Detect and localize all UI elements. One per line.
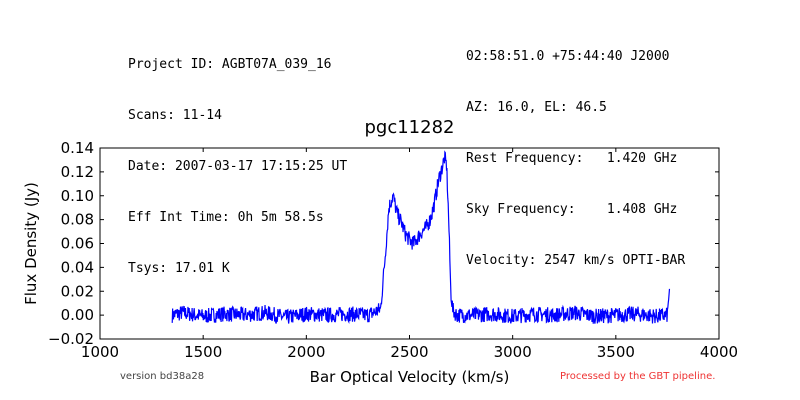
x-tick-label: 1000 [81,343,119,361]
sky-frequency-text: Sky Frequency: 1.408 GHz [466,202,678,217]
int-time-text: Eff Int Time: 0h 5m 58.5s [128,210,324,225]
processed-label: Processed by the GBT pipeline. [560,371,716,382]
x-tick-label: 3000 [494,343,532,361]
az-el-text: AZ: 16.0, EL: 46.5 [466,100,607,115]
y-axis-label: Flux Density (Jy) [22,182,40,305]
y-tick-label: 0.08 [61,211,94,229]
y-tick-label: 0.12 [61,163,94,181]
x-tick-label: 4000 [700,343,738,361]
chart-title: pgc11282 [364,117,454,138]
spectrum-line [171,150,671,325]
project-id-text: Project ID: AGBT07A_039_16 [128,57,332,72]
date-text: Date: 2007-03-17 17:15:25 UT [128,159,348,174]
y-tick-label: 0.14 [61,139,94,157]
coordinates-text: 02:58:51.0 +75:44:40 J2000 [466,49,670,64]
y-tick-label: −0.02 [48,330,94,348]
x-tick-label: 2500 [390,343,428,361]
x-axis-label: Bar Optical Velocity (km/s) [310,368,510,386]
rest-frequency-text: Rest Frequency: 1.420 GHz [466,151,678,166]
scans-text: Scans: 11-14 [128,108,222,123]
x-tick-label: 1500 [184,343,222,361]
header-right-block: 02:58:51.0 +75:44:40 J2000 AZ: 16.0, EL:… [466,14,685,286]
version-label: version bd38a28 [120,371,205,382]
y-tick-label: 0.10 [61,187,94,205]
y-tick-label: 0.04 [61,258,94,276]
tsys-text: Tsys: 17.01 K [128,261,230,276]
x-tick-label: 2000 [287,343,325,361]
x-tick-label: 3500 [597,343,635,361]
y-tick-label: 0.00 [61,306,94,324]
header-left-block: Project ID: AGBT07A_039_16 Scans: 11-14 … [128,22,347,294]
y-tick-label: 0.06 [61,235,94,253]
velocity-text: Velocity: 2547 km/s OPTI-BAR [466,253,686,268]
y-tick-label: 0.02 [61,282,94,300]
